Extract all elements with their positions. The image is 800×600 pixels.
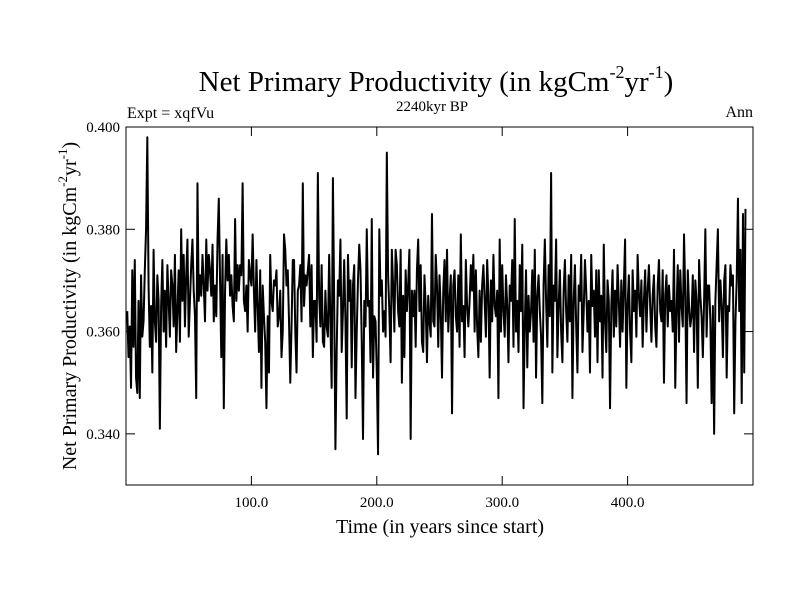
ylabel-main: Net Primary Productivity (in kgCm xyxy=(59,186,81,470)
title-sup2: -1 xyxy=(649,62,664,82)
x-tick-label: 100.0 xyxy=(235,495,269,511)
x-tick-label: 200.0 xyxy=(360,495,394,511)
title-main: Net Primary Productivity (in kgCm xyxy=(199,66,610,98)
title-mid: yr xyxy=(624,66,649,98)
y-tick-label: 0.380 xyxy=(86,222,120,238)
title-sup1: -2 xyxy=(609,62,624,82)
chart-subtitle: 2240kyr BP xyxy=(396,99,468,115)
x-axis-title: Time (in years since start) xyxy=(336,516,544,538)
ylabel-end: ) xyxy=(59,142,81,149)
y-axis-title: Net Primary Productivity (in kgCm-2yr-1) xyxy=(55,142,81,470)
y-tick-label: 0.400 xyxy=(86,120,120,136)
ylabel-sup2: -1 xyxy=(55,149,70,160)
chart-title: Net Primary Productivity (in kgCm-2yr-1) xyxy=(199,62,674,98)
title-end: ) xyxy=(664,66,674,98)
y-tick-label: 0.340 xyxy=(86,427,120,443)
experiment-label: Expt = xqfVu xyxy=(127,105,214,122)
series-line xyxy=(126,136,747,456)
y-tick-label: 0.360 xyxy=(86,325,120,341)
x-axis: 100.0 200.0 300.0 400.0 xyxy=(235,127,645,511)
x-tick-label: 300.0 xyxy=(485,495,519,511)
season-label: Ann xyxy=(725,104,753,121)
ylabel-sup1: -2 xyxy=(55,176,70,187)
x-tick-label: 400.0 xyxy=(611,495,645,511)
ylabel-mid: yr xyxy=(59,159,81,176)
plot-frame xyxy=(125,126,754,486)
